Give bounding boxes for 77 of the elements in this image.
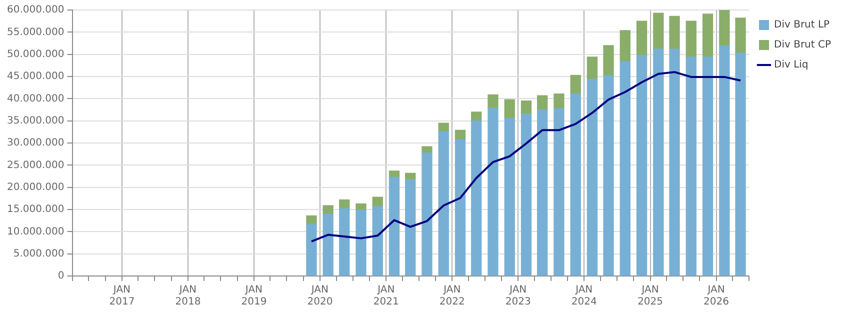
bar [702, 56, 714, 276]
bar [438, 122, 449, 132]
bar [537, 95, 548, 110]
x-tick-label: JAN 2019 [241, 284, 267, 308]
bar [520, 113, 532, 276]
bar [686, 56, 696, 276]
bar [306, 215, 317, 224]
bar [719, 45, 730, 276]
y-tick-label: 55.000.000 [6, 26, 64, 38]
bar [669, 48, 680, 276]
bar [554, 93, 564, 109]
y-tick-label: 5.000.000 [13, 248, 64, 260]
bar [471, 120, 482, 276]
bar [586, 78, 598, 276]
x-tick-label: JAN 2022 [439, 284, 465, 308]
bar [653, 12, 664, 50]
bar [669, 16, 680, 50]
bar [653, 48, 664, 276]
bar [686, 20, 696, 58]
bar [306, 224, 317, 276]
bar [504, 99, 515, 119]
legend-label: Div Liq [774, 60, 808, 71]
bar [636, 20, 648, 56]
bar [570, 93, 581, 276]
x-tick-label: JAN 2017 [109, 284, 135, 308]
bar [322, 205, 334, 214]
bar [702, 14, 714, 58]
bar [570, 74, 581, 94]
bar [603, 45, 614, 76]
bar [438, 131, 449, 276]
bar [388, 170, 400, 178]
bar [620, 61, 630, 276]
x-tick-label: JAN 2026 [704, 284, 730, 308]
bar [372, 206, 383, 276]
bar [488, 108, 498, 276]
bar [554, 108, 564, 276]
y-tick-label: 45.000.000 [6, 71, 64, 82]
y-tick-label: 25.000.000 [6, 160, 64, 171]
y-tick-label: 10.000.000 [6, 226, 64, 238]
x-tick-label: JAN 2025 [638, 284, 664, 308]
x-tick-label: JAN 2018 [175, 284, 201, 308]
bar [422, 152, 432, 276]
bar [620, 30, 630, 62]
bar [388, 176, 400, 276]
y-tick-label: 30.000.000 [6, 138, 64, 149]
x-tick-label: JAN 2024 [571, 284, 597, 308]
y-tick-label: 60.000.000 [6, 4, 64, 16]
bar [471, 112, 482, 122]
x-tick-label: JAN 2020 [307, 284, 333, 308]
y-tick-label: 35.000.000 [6, 115, 64, 126]
bar [405, 179, 416, 276]
bar [636, 54, 648, 276]
legend-label: Div Brut LP [774, 20, 830, 31]
bar [488, 94, 498, 108]
bar [339, 208, 350, 276]
x-tick-label: JAN 2021 [373, 284, 399, 308]
bar [356, 203, 366, 210]
y-tick-label: 0 [58, 270, 64, 282]
y-tick-label: 20.000.000 [6, 182, 64, 193]
bar [537, 109, 548, 276]
y-tick-label: 40.000.000 [6, 93, 64, 104]
bar [422, 146, 432, 154]
y-tick-label: 50.000.000 [6, 48, 64, 60]
bar [454, 139, 466, 276]
bar [735, 52, 746, 276]
legend-label: Div Brut CP [774, 40, 832, 51]
bar [603, 75, 614, 276]
bar [719, 10, 730, 46]
y-tick-label: 15.000.000 [6, 204, 64, 216]
bar [520, 100, 532, 114]
x-tick-label: JAN 2023 [505, 284, 531, 308]
bar [735, 18, 746, 54]
bar [504, 118, 515, 276]
bar [322, 214, 334, 276]
bar [586, 56, 598, 80]
bar [339, 199, 350, 209]
bar [356, 210, 366, 276]
